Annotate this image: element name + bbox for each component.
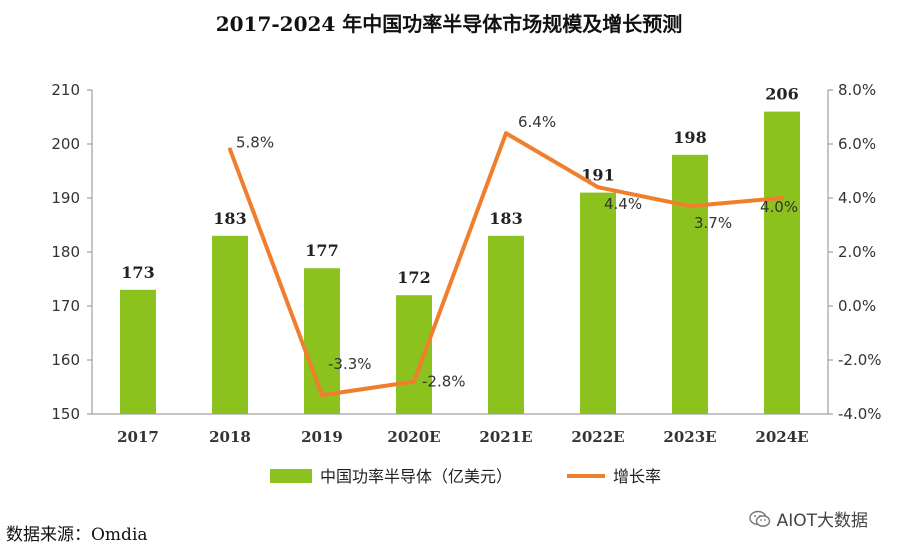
bar-value-label: 183: [213, 209, 246, 228]
x-tick-label: 2022E: [571, 428, 624, 446]
left-tick-label: 180: [51, 243, 80, 261]
growth-point: [228, 147, 232, 152]
data-source: 数据来源：Omdia: [6, 525, 148, 545]
left-tick-label: 190: [51, 189, 80, 207]
bar-value-label: 191: [581, 166, 614, 185]
right-tick-label: 4.0%: [838, 189, 876, 207]
right-tick-label: 8.0%: [838, 81, 876, 99]
growth-value-label: -3.3%: [328, 355, 372, 373]
bar: [580, 192, 616, 414]
x-tick-label: 2018: [209, 428, 251, 446]
watermark-text: AIOT大数据: [776, 511, 868, 531]
bar: [764, 111, 800, 414]
bar-value-label: 206: [765, 85, 798, 104]
chart-title: 2017-2024 年中国功率半导体市场规模及增长预测: [215, 12, 683, 36]
right-tick-label: -2.0%: [838, 351, 882, 369]
right-tick-label: 6.0%: [838, 135, 876, 153]
bar-value-label: 172: [397, 268, 430, 287]
left-tick-label: 210: [51, 81, 80, 99]
bar: [672, 154, 708, 415]
bar: [212, 235, 248, 414]
wechat-icon: [748, 510, 770, 527]
bar: [396, 295, 432, 414]
growth-point: [412, 379, 416, 384]
x-tick-label: 2019: [301, 428, 343, 446]
left-tick-label: 160: [51, 351, 80, 369]
watermark: AIOT大数据: [748, 506, 868, 531]
legend-line-label: 增长率: [613, 467, 661, 486]
chart-area: 150 160 170 180 190 200 210 -4.0% -2.0% 0.0% 2.0% 4…: [51, 81, 882, 486]
x-tick-label: 2023E: [663, 428, 716, 446]
bar: [488, 235, 524, 414]
bar: [120, 289, 156, 414]
x-tick-label: 2020E: [387, 428, 440, 446]
growth-point: [504, 131, 508, 136]
x-tick-label: 2017: [117, 428, 159, 446]
growth-point: [688, 204, 692, 209]
left-tick-label: 200: [51, 135, 80, 153]
growth-value-label: 4.0%: [760, 198, 798, 216]
right-tick-label: -4.0%: [838, 405, 882, 423]
growth-value-label: 3.7%: [694, 214, 732, 232]
legend-bar-label: 中国功率半导体（亿美元）: [320, 467, 512, 486]
bar-value-label: 177: [305, 241, 338, 260]
left-tick-label: 170: [51, 297, 80, 315]
right-tick-label: 0.0%: [838, 297, 876, 315]
bar-value-label: 198: [673, 128, 706, 147]
growth-point: [780, 196, 784, 200]
growth-value-label: 6.4%: [518, 113, 556, 131]
growth-value-label: -2.8%: [422, 373, 466, 391]
right-tick-label: 2.0%: [838, 243, 876, 261]
growth-point: [596, 185, 600, 190]
legend-bar-swatch: [270, 469, 312, 483]
growth-value-label: 4.4%: [604, 195, 642, 213]
bar-value-label: 173: [121, 263, 154, 282]
bar-value-label: 183: [489, 209, 522, 228]
growth-point: [320, 393, 324, 398]
x-tick-label: 2021E: [479, 428, 532, 446]
left-tick-label: 150: [51, 405, 80, 423]
x-tick-label: 2024E: [755, 428, 808, 446]
growth-value-label: 5.8%: [236, 133, 274, 151]
